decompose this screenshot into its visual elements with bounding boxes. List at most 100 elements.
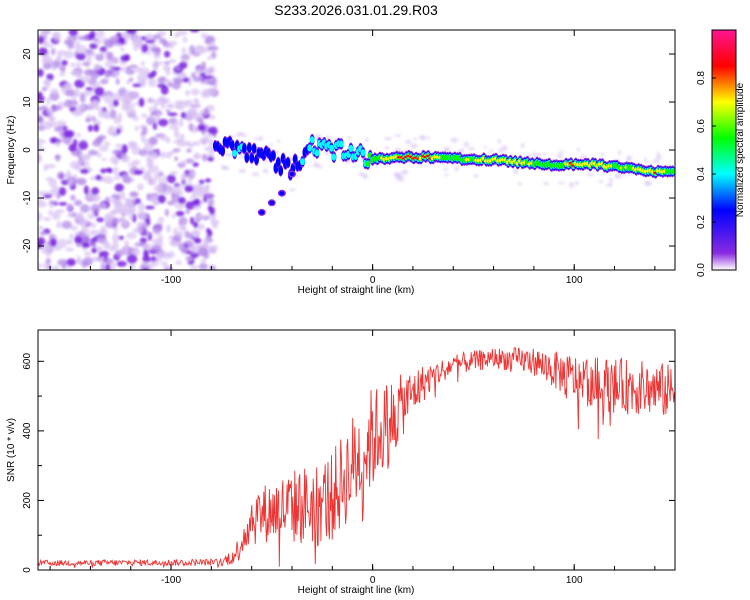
halo-blob: [445, 146, 451, 151]
noise-blob: [184, 185, 194, 193]
noise-blob: [56, 50, 67, 55]
halo-blob: [614, 173, 622, 180]
noise-blob: [45, 164, 56, 169]
noise-blob: [38, 263, 42, 269]
halo-blob: [394, 134, 402, 138]
noise-blob: [173, 32, 180, 38]
noise-blob: [104, 59, 113, 68]
noise-blob: [87, 212, 95, 220]
noise-blob: [109, 109, 117, 119]
noise-blob: [157, 234, 164, 243]
noise-blob: [38, 68, 44, 77]
noise-blob: [172, 148, 181, 153]
noise-blob: [182, 36, 188, 43]
noise-blob: [83, 256, 93, 267]
x-tick-label: -100: [161, 275, 181, 286]
noise-blob: [209, 264, 216, 270]
noise-blob: [181, 160, 187, 166]
halo-blob: [517, 182, 523, 186]
noise-blob: [38, 95, 45, 103]
noise-blob: [180, 133, 185, 141]
noise-blob: [71, 110, 83, 116]
noise-blob: [120, 66, 126, 73]
halo-blob: [598, 180, 604, 184]
noise-blob: [142, 126, 148, 136]
halo-blob: [253, 137, 262, 141]
halo-blob: [276, 139, 281, 143]
noise-blob: [68, 30, 78, 37]
ridge-cell: [275, 158, 281, 168]
noise-blob: [150, 260, 159, 267]
halo-blob: [543, 181, 549, 186]
noise-blob: [192, 230, 199, 238]
noise-blob: [158, 251, 169, 258]
noise-blob: [93, 123, 100, 132]
noise-blob: [132, 34, 142, 45]
noise-blob: [190, 113, 200, 120]
ridge-cell: [246, 143, 252, 153]
ridge-cell: [309, 136, 315, 144]
halo-blob: [410, 143, 418, 149]
y-tick-label: 200: [22, 492, 33, 509]
noise-blob: [174, 156, 179, 161]
noise-blob: [66, 239, 73, 245]
ridge-cell: [329, 144, 334, 152]
noise-blob: [178, 61, 188, 69]
noise-blob: [129, 92, 138, 99]
noise-blob: [94, 86, 105, 96]
ridge-cell: [278, 166, 284, 176]
noise-blob: [178, 118, 184, 128]
noise-blob: [167, 200, 176, 206]
noise-blob: [43, 43, 54, 48]
y-tick-label: 0: [22, 567, 33, 573]
noise-blob: [92, 140, 102, 147]
noise-blob: [125, 209, 136, 214]
noise-blob: [101, 157, 107, 162]
snr-x-label: Height of straight line (km): [298, 585, 415, 596]
noise-blob: [192, 76, 202, 82]
halo-blob: [323, 151, 330, 155]
noise-blob: [202, 75, 213, 80]
noise-blob: [106, 168, 113, 174]
noise-blob: [140, 61, 145, 67]
noise-blob: [133, 169, 144, 175]
halo-blob: [418, 135, 426, 140]
noise-blob: [161, 104, 165, 110]
noise-blob: [180, 111, 187, 119]
noise-blob: [96, 234, 107, 244]
noise-blob: [169, 239, 178, 246]
noise-blob: [53, 31, 62, 42]
noise-blob: [38, 143, 42, 147]
ridge-cell: [242, 143, 247, 153]
noise-blob: [139, 213, 147, 220]
branch-core: [279, 191, 285, 196]
noise-blob: [152, 122, 157, 130]
noise-blob: [142, 255, 151, 263]
noise-blob: [138, 149, 148, 157]
halo-blob: [317, 164, 323, 170]
noise-blob: [124, 239, 130, 250]
noise-blob: [55, 139, 63, 144]
noise-blob: [188, 232, 193, 240]
noise-blob: [147, 78, 157, 87]
noise-blob: [80, 161, 85, 166]
noise-blob: [119, 190, 126, 201]
noise-blob: [168, 58, 176, 64]
noise-blob: [191, 141, 202, 146]
noise-blob: [67, 179, 75, 187]
colorbar-label: Normalized spectral amplitude: [735, 82, 746, 217]
noise-blob: [188, 49, 198, 56]
noise-blob: [58, 202, 68, 206]
noise-blob: [80, 226, 89, 235]
noise-blob: [203, 240, 209, 249]
noise-blob: [91, 187, 100, 195]
halo-blob: [532, 152, 537, 157]
noise-blob: [193, 205, 201, 210]
ridge-cell: [249, 153, 255, 163]
noise-blob: [155, 113, 161, 119]
noise-blob: [143, 261, 149, 269]
noise-blob: [48, 115, 56, 122]
noise-blob: [100, 225, 107, 236]
noise-blob: [204, 178, 212, 183]
